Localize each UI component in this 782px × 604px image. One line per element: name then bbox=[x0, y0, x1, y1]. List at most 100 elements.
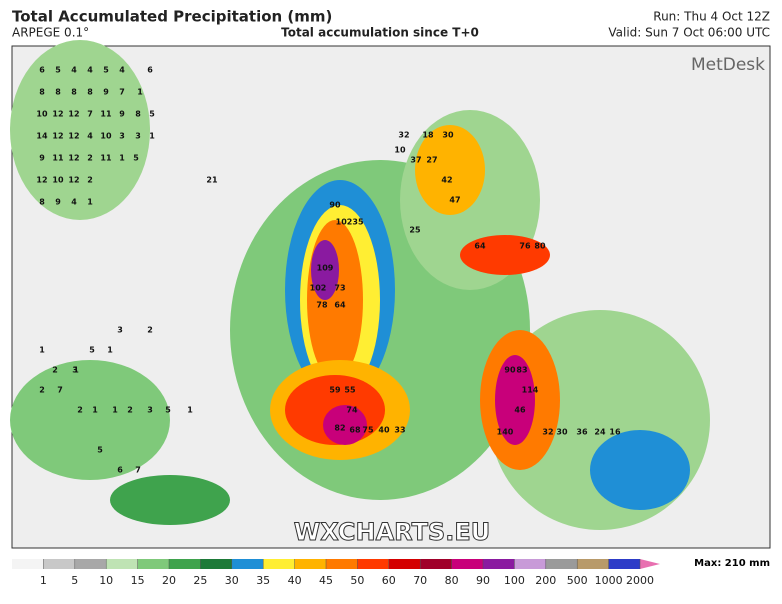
map-value-label: 5 bbox=[149, 110, 155, 119]
map-value-label: 36 bbox=[576, 428, 588, 437]
map-value-label: 12 bbox=[52, 110, 63, 119]
map-value-label: 2 bbox=[147, 326, 153, 335]
map-value-label: 5 bbox=[89, 346, 95, 355]
map-value-label: 76 bbox=[519, 242, 531, 251]
map-value-label: 7 bbox=[119, 88, 125, 97]
map-value-label: 5 bbox=[103, 66, 109, 75]
colorbar-segment bbox=[577, 559, 610, 569]
map-value-label: 1 bbox=[119, 154, 125, 163]
map-value-label: 11 bbox=[52, 154, 64, 163]
map-value-label: 9 bbox=[119, 110, 125, 119]
map-value-label: 6 bbox=[117, 466, 123, 475]
map-value-label: 47 bbox=[449, 196, 460, 205]
map-value-label: 1 bbox=[187, 406, 193, 415]
map-value-label: 109 bbox=[317, 264, 334, 273]
map-value-label: 1 bbox=[73, 366, 79, 375]
map-value-label: 73 bbox=[334, 284, 345, 293]
colorbar-tick-label: 90 bbox=[476, 574, 490, 587]
colorbar-segment bbox=[12, 559, 44, 569]
map-value-label: 4 bbox=[119, 66, 125, 75]
map-value-label: 2 bbox=[127, 406, 133, 415]
colorbar-segment bbox=[200, 559, 233, 569]
colorbar-tick-label: 5 bbox=[71, 574, 78, 587]
colorbar-segment bbox=[169, 559, 201, 569]
map-value-label: 80 bbox=[534, 242, 546, 251]
title: Total Accumulated Precipitation (mm) bbox=[12, 8, 332, 26]
colorbar-segment bbox=[43, 559, 76, 569]
colorbar-arrow bbox=[640, 559, 660, 569]
colorbar-segment bbox=[263, 559, 296, 569]
map-value-label: 6 bbox=[147, 66, 153, 75]
map-value-label: 37 bbox=[410, 156, 421, 165]
colorbar-segment bbox=[420, 559, 453, 569]
map-value-label: 114 bbox=[522, 386, 539, 395]
map-value-label: 64 bbox=[334, 301, 346, 310]
colorbar-segment bbox=[74, 559, 107, 569]
map-value-label: 82 bbox=[334, 424, 345, 433]
map-value-label: 2 bbox=[87, 176, 93, 185]
colorbar-segment bbox=[231, 559, 264, 569]
colorbar-segment bbox=[137, 559, 170, 569]
colorbar-tick-label: 30 bbox=[225, 574, 239, 587]
map-value-label: 12 bbox=[52, 132, 63, 141]
map-value-label: 7 bbox=[87, 110, 93, 119]
map-value-label: 8 bbox=[71, 88, 77, 97]
map-value-label: 10 bbox=[100, 132, 112, 141]
colorbar-segment bbox=[294, 559, 327, 569]
map-value-label: 12 bbox=[36, 176, 47, 185]
colorbar-segment bbox=[514, 559, 547, 569]
map-value-label: 3 bbox=[135, 132, 141, 141]
colorbar-tick-label: 50 bbox=[350, 574, 364, 587]
map-value-label: 8 bbox=[135, 110, 141, 119]
map-value-label: 2 bbox=[39, 386, 45, 395]
map-value-label: 1 bbox=[112, 406, 118, 415]
colorbar-segment bbox=[106, 559, 139, 569]
map-value-label: 8 bbox=[87, 88, 93, 97]
map-value-label: 1 bbox=[39, 346, 45, 355]
colorbar-tick-label: 60 bbox=[382, 574, 396, 587]
map-value-label: 75 bbox=[362, 426, 374, 435]
colorbar-segment bbox=[483, 559, 515, 569]
map-value-label: 40 bbox=[378, 426, 390, 435]
map-value-label: 8 bbox=[39, 198, 45, 207]
map-value-label: 5 bbox=[55, 66, 61, 75]
map-value-label: 2 bbox=[77, 406, 83, 415]
map-value-label: 1 bbox=[92, 406, 98, 415]
watermark: WXCHARTS.EU bbox=[294, 518, 490, 546]
map-value-label: 4 bbox=[71, 198, 77, 207]
colorbar-tick-label: 15 bbox=[131, 574, 145, 587]
map-value-label: 32 bbox=[542, 428, 553, 437]
map-value-label: 21 bbox=[206, 176, 218, 185]
map-value-label: 9 bbox=[103, 88, 109, 97]
map-value-label: 8 bbox=[39, 88, 45, 97]
map-value-label: 10 bbox=[36, 110, 48, 119]
colorbar-tick-label: 80 bbox=[445, 574, 459, 587]
map-value-label: 7 bbox=[135, 466, 141, 475]
map-value-label: 140 bbox=[497, 428, 514, 437]
map-value-label: 5 bbox=[165, 406, 171, 415]
map-value-label: 2 bbox=[87, 154, 93, 163]
colorbar-tick-label: 1000 bbox=[595, 574, 623, 587]
map-value-label: 9 bbox=[39, 154, 45, 163]
max-label: Max: 210 mm bbox=[694, 558, 770, 569]
map-value-label: 18 bbox=[422, 131, 434, 140]
colorbar-tick-label: 100 bbox=[504, 574, 525, 587]
map-value-label: 83 bbox=[516, 366, 527, 375]
map-value-label: 78 bbox=[316, 301, 328, 310]
map-value-label: 3 bbox=[72, 366, 78, 375]
map-value-label: 12 bbox=[68, 110, 79, 119]
map-value-label: 4 bbox=[87, 66, 93, 75]
map-value-label: 4 bbox=[71, 66, 77, 75]
colorbar-tick-label: 40 bbox=[288, 574, 302, 587]
colorbar-segment bbox=[451, 559, 484, 569]
colorbar-segment bbox=[357, 559, 390, 569]
map-value-label: 1 bbox=[137, 88, 143, 97]
map-value-label: 25 bbox=[409, 226, 421, 235]
map-value-label: 42 bbox=[441, 176, 452, 185]
map-value-label: 9 bbox=[55, 198, 61, 207]
model: ARPEGE 0.1° bbox=[12, 26, 89, 40]
map-value-label: 64 bbox=[474, 242, 486, 251]
colorbar-tick-label: 70 bbox=[413, 574, 427, 587]
map-value-label: 2 bbox=[52, 366, 58, 375]
